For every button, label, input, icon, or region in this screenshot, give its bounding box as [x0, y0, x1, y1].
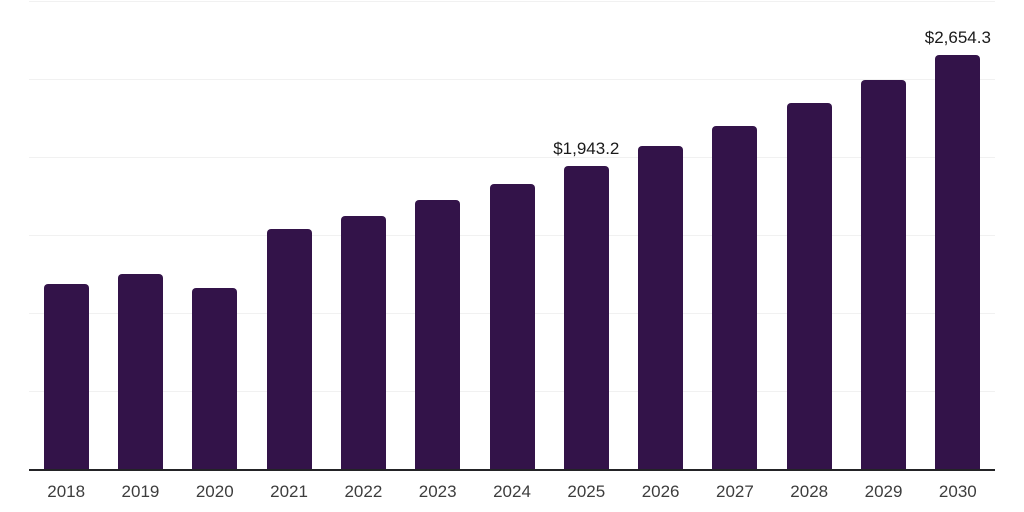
bar-2025: [563, 165, 609, 469]
bar-2028: [786, 103, 832, 469]
x-tick-2024: 2024: [493, 482, 531, 501]
gridline-2000: [29, 157, 995, 158]
x-tick-2028: 2028: [790, 482, 829, 501]
bar-2022: [340, 215, 386, 469]
bar-2030: [935, 54, 981, 469]
plot-area: $1,943.2 $2,654.3: [29, 1, 995, 471]
x-tick-2026: 2026: [641, 482, 680, 501]
x-tick-2025: 2025: [567, 482, 606, 501]
bar-2026: [638, 146, 684, 469]
x-tick-2019: 2019: [121, 482, 160, 501]
x-tick-2018: 2018: [47, 482, 86, 501]
x-tick-2027: 2027: [716, 482, 754, 501]
x-tick-2021: 2021: [270, 482, 308, 501]
bar-2021: [266, 229, 312, 469]
bar-2027: [712, 125, 758, 469]
x-tick-2023: 2023: [418, 482, 457, 501]
x-axis-labels: 2018 2019 2020 2021 2022 2023 2024 2025 2026 2027…: [29, 482, 995, 506]
x-tick-2029: 2029: [864, 482, 903, 501]
bar-2018: [43, 284, 89, 469]
bar-2023: [415, 200, 461, 469]
bar-2029: [861, 79, 907, 469]
bar-2020: [192, 288, 238, 469]
bar-2019: [117, 273, 163, 469]
bar-2024: [489, 184, 535, 469]
value-label-2030: $2,654.3: [924, 27, 991, 47]
x-tick-2020: 2020: [195, 482, 234, 501]
gridline-2500: [29, 79, 995, 80]
x-tick-2022: 2022: [344, 482, 383, 501]
x-tick-2030: 2030: [938, 482, 977, 501]
value-label-2025: $1,943.2: [553, 138, 620, 158]
gridline-3000: [29, 1, 995, 2]
